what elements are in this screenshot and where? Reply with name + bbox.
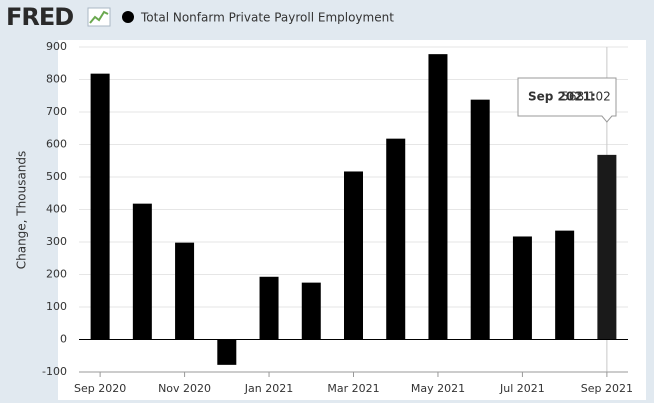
legend-label: Total Nonfarm Private Payroll Employment bbox=[140, 11, 394, 25]
bar bbox=[428, 54, 448, 340]
y-tick-label: 800 bbox=[46, 73, 67, 86]
y-axis-label: Change, Thousands bbox=[15, 151, 29, 270]
y-tick-label: 500 bbox=[46, 170, 67, 183]
y-tick-label: 700 bbox=[46, 105, 67, 118]
bar bbox=[597, 154, 617, 340]
bar bbox=[217, 339, 237, 365]
bar bbox=[344, 171, 363, 340]
x-tick-label: Mar 2021 bbox=[327, 382, 379, 395]
x-tick-label: Jan 2021 bbox=[244, 382, 293, 395]
tooltip-value: 568.102 bbox=[561, 90, 611, 104]
x-tick-label: Jul 2021 bbox=[499, 382, 545, 395]
y-tick-label: 0 bbox=[60, 333, 67, 346]
bar bbox=[386, 138, 406, 340]
tooltip: Sep 2021:568.102 bbox=[517, 77, 617, 123]
bar bbox=[555, 230, 575, 340]
logo: FRED bbox=[6, 3, 73, 31]
legend-marker bbox=[122, 11, 134, 23]
y-tick-label: 900 bbox=[46, 40, 67, 53]
tooltip-label: Sep 2021: bbox=[528, 90, 596, 104]
x-tick-label: Sep 2021 bbox=[581, 382, 633, 395]
y-tick-label: 400 bbox=[46, 203, 67, 216]
y-tick-label: -100 bbox=[42, 365, 67, 378]
x-tick-label: Nov 2020 bbox=[158, 382, 211, 395]
y-tick-label: 300 bbox=[46, 235, 67, 248]
y-tick-label: 100 bbox=[46, 300, 67, 313]
x-tick-label: May 2021 bbox=[411, 382, 465, 395]
tooltip-box bbox=[517, 77, 617, 123]
bar bbox=[470, 99, 490, 340]
y-tick-label: 200 bbox=[46, 268, 67, 281]
bar bbox=[175, 242, 195, 340]
x-tick-label: Sep 2020 bbox=[74, 382, 126, 395]
bar bbox=[90, 73, 110, 340]
logo-icon bbox=[87, 7, 111, 27]
bar bbox=[512, 236, 532, 340]
bar bbox=[259, 276, 279, 340]
y-tick-label: 600 bbox=[46, 138, 67, 151]
bar bbox=[301, 282, 321, 340]
bar bbox=[132, 203, 152, 340]
